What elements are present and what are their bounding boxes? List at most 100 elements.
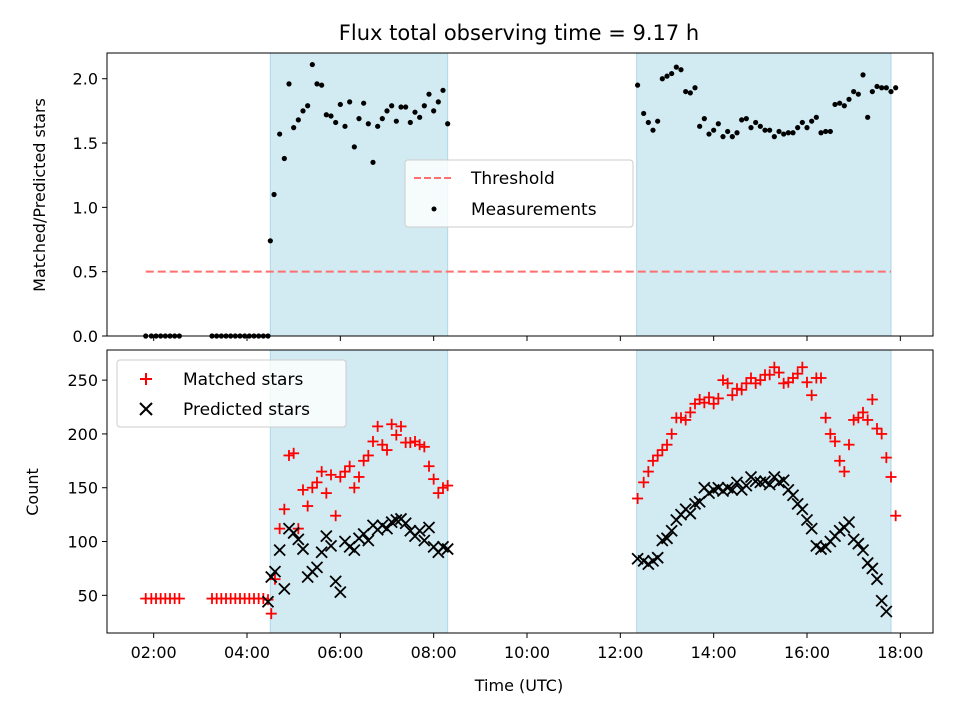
measurement-point (347, 99, 353, 105)
measurement-point (403, 104, 409, 110)
predicted-star-point (348, 544, 361, 557)
measurement-point (701, 116, 707, 122)
predicted-star-point (329, 575, 342, 588)
matched-star-point (698, 397, 710, 409)
measurement-point (314, 81, 320, 87)
x-tick-label: 18:00 (877, 643, 923, 662)
measurement-point (664, 73, 670, 79)
predicted-star-point (362, 534, 375, 547)
measurement-point (818, 130, 824, 136)
matched-star-point (680, 414, 692, 426)
matched-star-point (773, 367, 785, 379)
measurement-point (729, 134, 735, 140)
top-legend: Threshold Measurements (404, 159, 634, 228)
matched-star-point (656, 444, 668, 456)
y-tick-label: 2.0 (73, 70, 98, 89)
measurement-point (271, 191, 277, 198)
bottom-x-ticks: 02:00 04:00 06:00 08:00 10:00 12:00 14:00 16:00… (131, 633, 923, 662)
measurement-point (645, 119, 651, 126)
top-x-ticks (153, 336, 901, 341)
predicted-star-point (413, 524, 426, 537)
y-tick-label: 250 (67, 371, 98, 390)
matched-star-point (871, 423, 883, 435)
count-panel: 02:00 04:00 06:00 08:00 10:00 12:00 14:00 16:00… (23, 349, 934, 695)
measurement-point (771, 134, 777, 140)
predicted-star-point (315, 546, 328, 559)
matched-star-point (288, 447, 300, 459)
measurement-point (277, 131, 283, 137)
measurement-point (641, 110, 647, 117)
matched-star-point (372, 420, 384, 432)
matched-star-point (708, 398, 720, 410)
top-legend-box (404, 159, 634, 228)
measurement-point (837, 100, 843, 106)
matched-star-point (666, 428, 678, 440)
measurement-point (813, 114, 819, 120)
measurement-point (743, 116, 749, 122)
x-tick-label: 12:00 (597, 643, 643, 662)
measurement-point (757, 123, 763, 129)
matched-star-point (353, 471, 365, 483)
matched-star-point (358, 455, 370, 467)
measurement-point (333, 119, 339, 126)
measurement-point (323, 112, 329, 118)
bottom-legend: Matched stars Predicted stars (116, 359, 347, 428)
matched-star-point (302, 500, 314, 512)
matched-star-point (330, 510, 342, 522)
measurement-point (841, 103, 847, 109)
matched-star-point (325, 469, 337, 481)
measurement-point (860, 72, 866, 78)
matched-star-point (339, 466, 351, 478)
y-tick-label: 0.0 (73, 327, 98, 346)
matched-star-point (712, 392, 724, 404)
matched-star-point (745, 372, 757, 384)
measurement-point (319, 82, 325, 88)
predicted-star-point (842, 516, 856, 529)
matched-star-point (731, 383, 743, 395)
matched-star-point (344, 460, 356, 472)
measurement-point (309, 61, 315, 68)
x-tick-label: 06:00 (317, 643, 363, 662)
matched-star-point (320, 487, 332, 499)
x-axis-label: Time (UTC) (474, 676, 563, 695)
predicted-star-point (796, 503, 809, 516)
predicted-stars-points (261, 470, 893, 618)
matched-star-point (684, 406, 696, 418)
measurement-point (734, 130, 740, 136)
matched-star-point (675, 412, 687, 424)
measurement-point (393, 118, 399, 124)
measurement-point (305, 103, 311, 109)
measurement-point (431, 108, 437, 114)
measurement-point (286, 81, 292, 87)
chart-title: Flux total observing time = 9.17 h (339, 21, 699, 45)
predicted-star-point (292, 533, 305, 546)
matched-star-point (432, 487, 444, 499)
matched-star-point (316, 466, 328, 478)
matched-star-point (792, 368, 804, 380)
matched-star-point (334, 471, 346, 483)
predicted-star-point (287, 526, 300, 540)
matched-star-point (414, 439, 426, 451)
top-plot-frame (106, 52, 934, 337)
x-tick-label: 10:00 (504, 643, 550, 662)
matched-star-point (395, 420, 407, 432)
measurement-point (655, 118, 661, 124)
matched-star-point (262, 594, 274, 606)
measurement-point (832, 101, 838, 108)
matched-star-point (661, 439, 673, 451)
matched-star-point (726, 389, 738, 401)
x-tick-label: 16:00 (784, 643, 830, 662)
matched-star-point (297, 484, 309, 496)
measurement-point (421, 103, 427, 109)
measurement-point (417, 114, 423, 120)
measurement-point (865, 114, 871, 120)
predicted-star-point (273, 544, 286, 557)
matched-stars-points (140, 361, 902, 620)
measurement-point (678, 67, 684, 73)
measurement-point (827, 128, 833, 135)
predicted-star-point (296, 542, 310, 556)
predicted-star-point (310, 561, 324, 574)
y-tick-label: 200 (67, 425, 98, 444)
measurement-point (650, 127, 656, 133)
matched-star-point (274, 523, 286, 535)
